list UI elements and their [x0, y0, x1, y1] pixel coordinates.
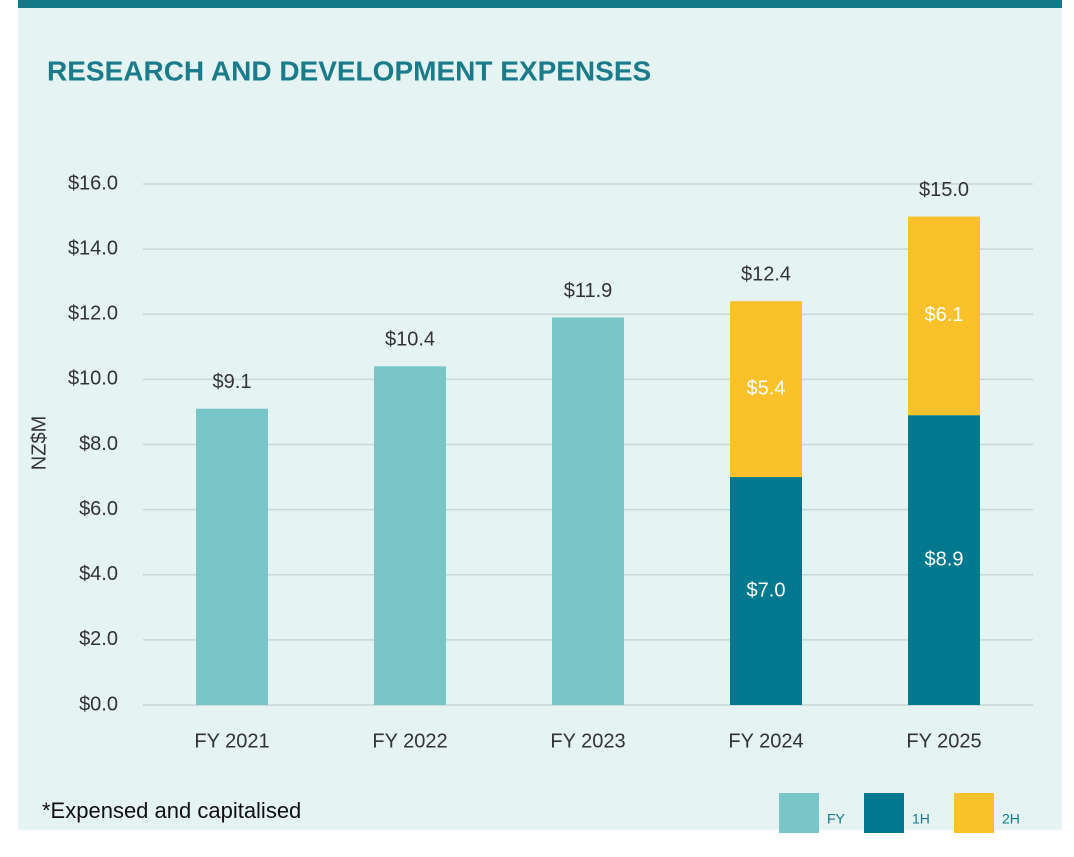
bar-segment	[730, 301, 802, 478]
y-tick-label: $8.0	[79, 433, 118, 455]
total-label: $12.4	[741, 264, 791, 286]
total-label: $15.0	[919, 179, 969, 201]
y-tick-label: $14.0	[68, 237, 118, 259]
bar-segment	[374, 366, 446, 705]
bar-segment	[196, 408, 268, 705]
y-tick-label: $6.0	[79, 498, 118, 520]
x-tick-label: FY 2025	[906, 730, 981, 752]
bar-segment	[552, 317, 624, 705]
bar-segment	[908, 415, 980, 705]
top-bar	[18, 0, 1062, 8]
data-label: $5.4	[747, 377, 786, 399]
x-tick-label: FY 2024	[728, 730, 803, 752]
data-label: $7.0	[747, 579, 786, 601]
legend-swatch	[864, 793, 904, 833]
legend-label: 1H	[912, 811, 930, 827]
x-tick-label: FY 2022	[372, 730, 447, 752]
y-tick-label: $12.0	[68, 303, 118, 325]
y-tick-label: $2.0	[79, 628, 118, 650]
legend-swatch	[779, 793, 819, 833]
bar-segment	[730, 477, 802, 705]
y-tick-label: $10.0	[68, 368, 118, 390]
bar-segment	[908, 216, 980, 416]
legend-label: FY	[827, 811, 846, 827]
data-label: $6.1	[925, 304, 964, 326]
legend-swatch	[954, 793, 994, 833]
y-tick-label: $0.0	[79, 693, 118, 715]
x-tick-label: FY 2023	[550, 730, 625, 752]
data-label: $11.9	[564, 280, 613, 302]
y-axis-label: NZ$M	[28, 416, 50, 470]
y-tick-label: $16.0	[68, 172, 118, 194]
footnote: *Expensed and capitalised	[42, 798, 301, 823]
x-tick-label: FY 2021	[194, 730, 269, 752]
data-label: $9.1	[213, 371, 252, 393]
legend-label: 2H	[1002, 811, 1020, 827]
y-tick-label: $4.0	[79, 563, 118, 585]
data-label: $8.9	[925, 548, 964, 570]
chart-title: RESEARCH AND DEVELOPMENT EXPENSES	[47, 55, 651, 86]
data-label: $10.4	[385, 329, 435, 351]
panel	[18, 0, 1062, 830]
